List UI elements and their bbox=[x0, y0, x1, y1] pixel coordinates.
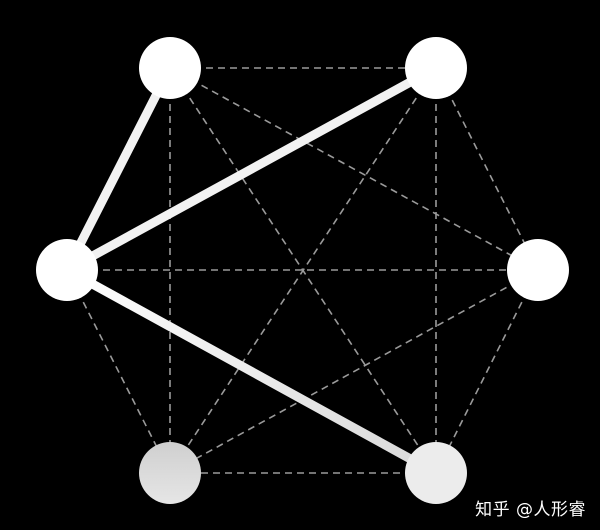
dashed-edges-layer bbox=[66, 67, 539, 474]
solid-edges-layer bbox=[62, 63, 441, 478]
edge-d-e bbox=[435, 269, 539, 474]
edge-b-c bbox=[62, 63, 441, 275]
nodes-layer bbox=[36, 37, 569, 504]
node-c bbox=[36, 239, 98, 301]
node-f bbox=[139, 442, 201, 504]
edge-b-f bbox=[169, 67, 437, 474]
edge-c-e bbox=[62, 265, 441, 478]
node-e bbox=[405, 442, 467, 504]
node-a bbox=[139, 37, 201, 99]
edge-b-d bbox=[435, 67, 539, 271]
watermark-text: 知乎 @人形睿 bbox=[475, 500, 586, 520]
node-d bbox=[507, 239, 569, 301]
edge-c-f bbox=[66, 269, 171, 474]
node-b bbox=[405, 37, 467, 99]
edge-a-d bbox=[169, 67, 539, 271]
edge-d-f bbox=[169, 269, 539, 474]
edge-a-c bbox=[62, 63, 175, 275]
